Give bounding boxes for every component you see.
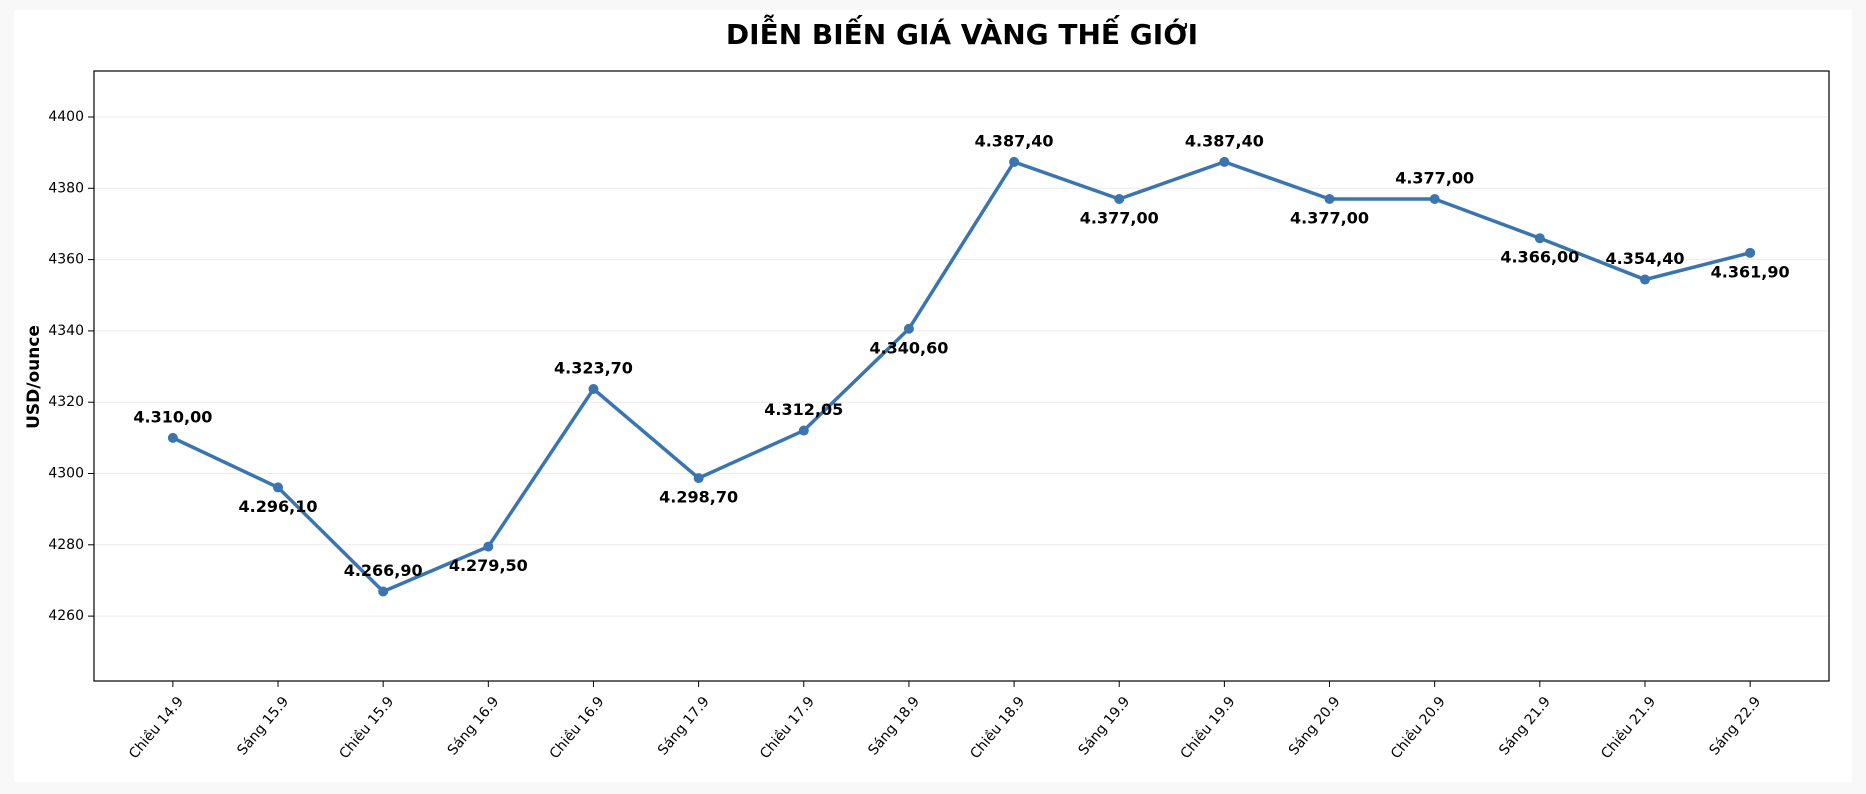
y-tick-label: 4400 xyxy=(48,109,84,125)
y-tick-label: 4320 xyxy=(48,394,84,410)
point xyxy=(693,473,704,484)
point xyxy=(588,384,599,395)
point xyxy=(903,323,914,334)
point xyxy=(1429,193,1440,204)
point xyxy=(1639,274,1650,285)
point xyxy=(1219,156,1230,167)
value-label: 4.310,00 xyxy=(133,407,212,426)
value-label: 4.298,70 xyxy=(659,488,738,507)
point xyxy=(273,482,284,493)
line xyxy=(172,160,1751,594)
y-tick-label: 4260 xyxy=(48,608,84,624)
plot-frame xyxy=(93,70,1830,682)
chart-title: DIỄN BIẾN GIÁ VÀNG THẾ GIỚI xyxy=(726,13,1198,51)
point xyxy=(167,432,178,443)
point xyxy=(798,425,809,436)
y-tick-label: 4300 xyxy=(48,466,84,482)
value-label: 4.377,00 xyxy=(1395,168,1474,187)
point xyxy=(1009,156,1020,167)
value-label: 4.366,00 xyxy=(1500,248,1579,267)
point xyxy=(378,586,389,597)
value-label: 4.354,40 xyxy=(1606,249,1685,268)
point xyxy=(1745,247,1756,258)
y-tick-label: 4280 xyxy=(48,537,84,553)
card xyxy=(14,10,1852,782)
value-label: 4.279,50 xyxy=(449,556,528,575)
point xyxy=(1114,193,1125,204)
value-label: 4.296,10 xyxy=(239,497,318,516)
point xyxy=(483,541,494,552)
value-label: 4.340,60 xyxy=(869,338,948,357)
value-label: 4.361,90 xyxy=(1711,262,1790,281)
value-label: 4.377,00 xyxy=(1080,208,1159,227)
value-label: 4.377,00 xyxy=(1290,208,1369,227)
y-tick-label: 4360 xyxy=(48,252,84,268)
y-tick-label: 4380 xyxy=(48,180,84,196)
value-label: 4.266,90 xyxy=(344,561,423,580)
value-label: 4.387,40 xyxy=(975,131,1054,150)
value-label: 4.387,40 xyxy=(1185,131,1264,150)
point xyxy=(1324,193,1335,204)
value-label: 4.323,70 xyxy=(554,359,633,378)
point xyxy=(1534,233,1545,244)
y-tick-label: 4340 xyxy=(48,323,84,339)
y-axis-label: USD/ounce xyxy=(24,325,44,429)
value-label: 4.312,05 xyxy=(764,400,843,419)
